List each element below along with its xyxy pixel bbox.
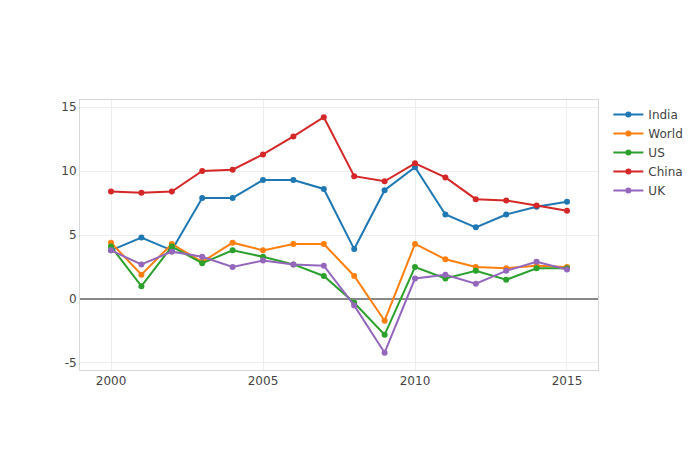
svg-text:UK: UK — [648, 184, 666, 198]
svg-text:15: 15 — [61, 100, 76, 114]
svg-text:10: 10 — [61, 164, 76, 178]
svg-text:World: World — [648, 127, 682, 141]
svg-text:-5: -5 — [65, 356, 77, 370]
svg-text:5: 5 — [69, 228, 77, 242]
svg-text:2015: 2015 — [552, 374, 583, 388]
svg-text:2005: 2005 — [248, 374, 279, 388]
svg-text:2000: 2000 — [96, 374, 127, 388]
svg-text:US: US — [648, 146, 664, 160]
svg-text:India: India — [648, 108, 677, 122]
svg-text:0: 0 — [69, 292, 77, 306]
svg-text:2010: 2010 — [400, 374, 431, 388]
svg-text:China: China — [648, 165, 682, 179]
